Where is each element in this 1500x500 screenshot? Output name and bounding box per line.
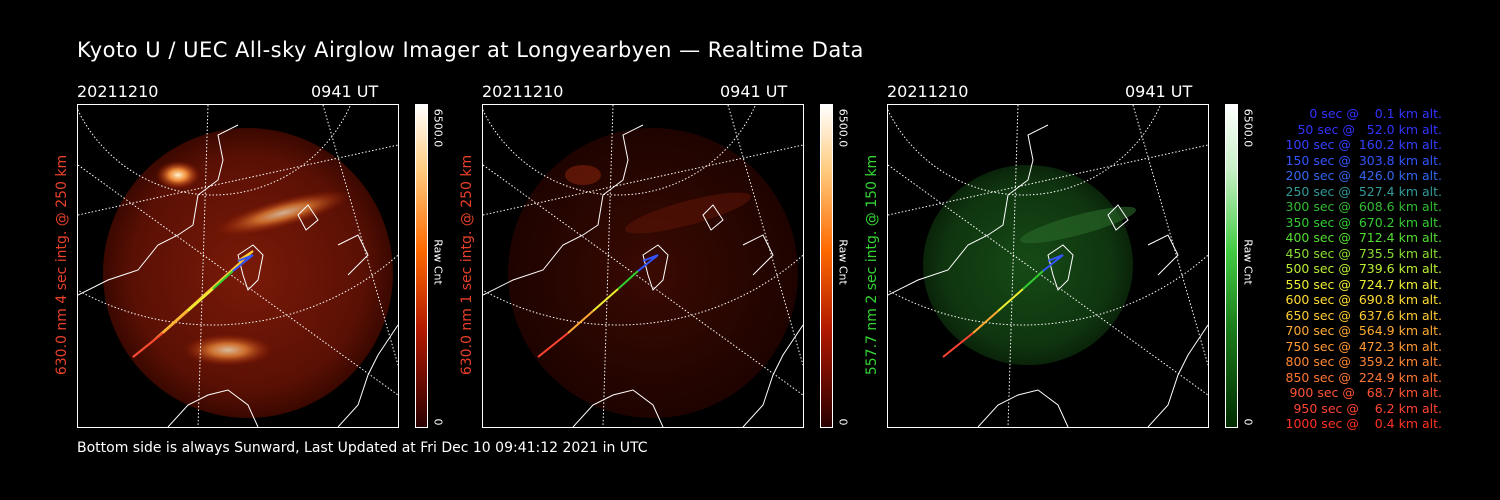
panel-3-cbar-min: 0	[1241, 418, 1255, 426]
altitude-legend: 0 sec @ 0.1 km alt. 50 sec @ 52.0 km alt.…	[1262, 106, 1442, 432]
legend-row: 450 sec @ 735.5 km alt.	[1285, 245, 1442, 261]
legend-row: 550 sec @ 724.7 km alt.	[1285, 276, 1442, 292]
legend-row: 200 sec @ 426.0 km alt.	[1285, 168, 1442, 183]
legend-row: 900 sec @ 68.7 km alt.	[1289, 385, 1442, 400]
legend-row: 150 sec @ 303.8 km alt.	[1285, 152, 1442, 168]
panel-2-wavelength-label: 630.0 nm 1 sec intg. @ 250 km	[459, 154, 475, 376]
legend-row: 850 sec @ 224.9 km alt.	[1285, 369, 1442, 385]
panel-3-wavelength-label: 557.7 nm 2 sec intg. @ 150 km	[864, 154, 880, 376]
legend-row: 50 sec @ 52.0 km alt.	[1297, 121, 1442, 137]
legend-row: 700 sec @ 564.9 km alt.	[1285, 323, 1442, 338]
panel-2-cbar-max: 6500.0	[836, 108, 850, 148]
panel-2-trajectory	[537, 254, 659, 358]
panel-2-image	[482, 104, 804, 428]
panel-1-time: 0941 UT	[311, 82, 379, 101]
legend-row: 650 sec @ 637.6 km alt.	[1285, 307, 1442, 323]
panel-1-wavelength-label: 630.0 nm 4 sec intg. @ 250 km	[54, 154, 70, 376]
panel-1-cbar-unit: Raw Cnt	[431, 239, 445, 285]
legend-row: 350 sec @ 670.2 km alt.	[1285, 214, 1442, 230]
panel-3-cbar-unit: Raw Cnt	[1241, 239, 1255, 285]
legend-row: 300 sec @ 608.6 km alt.	[1285, 199, 1442, 214]
legend-row: 750 sec @ 472.3 km alt.	[1285, 338, 1442, 354]
panel-1-colorbar	[415, 104, 428, 428]
panel-2-cbar-min: 0	[836, 418, 850, 426]
panel-1-cbar-min: 0	[431, 418, 445, 426]
legend-row: 400 sec @ 712.4 km alt.	[1285, 230, 1442, 245]
panel-1-image	[77, 104, 399, 428]
legend-row: 0 sec @ 0.1 km alt.	[1309, 106, 1442, 121]
legend-row: 1000 sec @ 0.4 km alt.	[1285, 416, 1442, 431]
legend-row: 250 sec @ 527.4 km alt.	[1285, 183, 1442, 199]
panel-3-cbar-max: 6500.0	[1241, 108, 1255, 148]
panel-2-colorbar	[820, 104, 833, 428]
panel-2-time: 0941 UT	[720, 82, 788, 101]
legend-row: 950 sec @ 6.2 km alt.	[1293, 400, 1442, 416]
panel-3-date: 20211210	[887, 82, 969, 101]
panel-3-colorbar	[1225, 104, 1238, 428]
page-title: Kyoto U / UEC All-sky Airglow Imager at …	[77, 38, 864, 62]
panel-1-cbar-max: 6500.0	[431, 108, 445, 148]
panel-1-trajectory	[132, 250, 254, 358]
panel-2-date: 20211210	[482, 82, 564, 101]
panel-1-date: 20211210	[77, 82, 159, 101]
panel-2-cbar-unit: Raw Cnt	[836, 239, 850, 285]
panel-3-trajectory	[942, 254, 1064, 358]
footer-note: Bottom side is always Sunward, Last Upda…	[77, 440, 648, 456]
legend-row: 800 sec @ 359.2 km alt.	[1285, 354, 1442, 369]
legend-row: 100 sec @ 160.2 km alt.	[1285, 137, 1442, 152]
legend-row: 500 sec @ 739.6 km alt.	[1285, 261, 1442, 276]
panel-3-image	[887, 104, 1209, 428]
panel-3-time: 0941 UT	[1125, 82, 1193, 101]
legend-row: 600 sec @ 690.8 km alt.	[1285, 292, 1442, 307]
